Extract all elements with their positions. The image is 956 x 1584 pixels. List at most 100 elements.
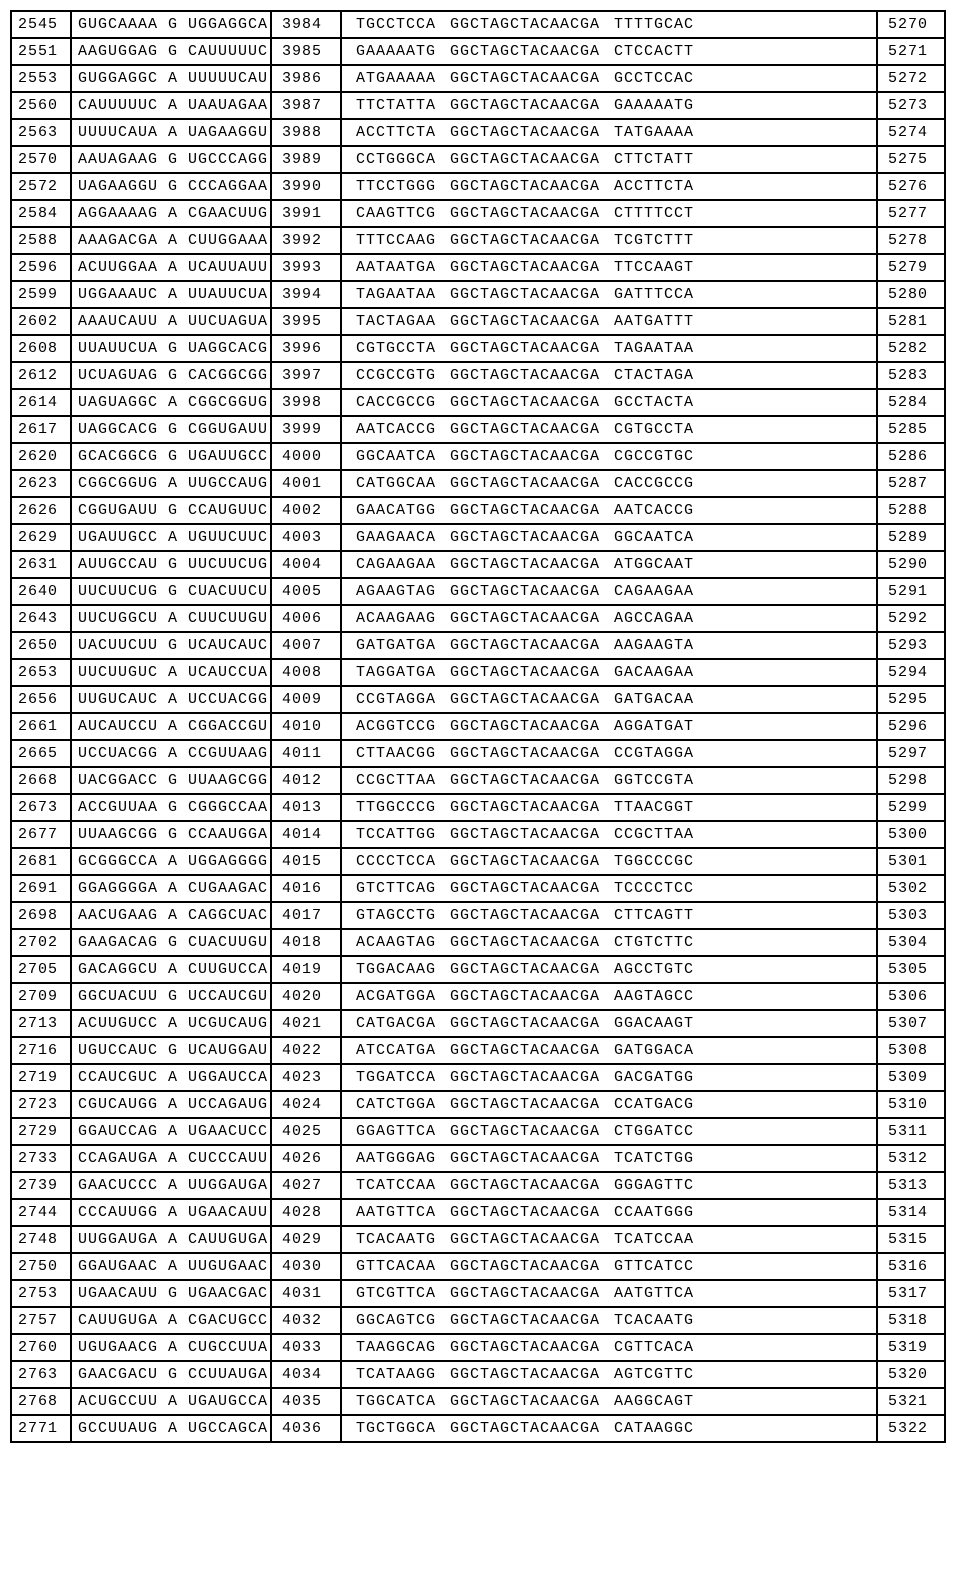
id-right: 5319 (877, 1334, 945, 1361)
sequence-right: TTGGCCCG GGCTAGCTACAACGA TTAACGGT (341, 794, 877, 821)
sequence-left: UACUUCUU G UCAUCAUC (71, 632, 271, 659)
table-row: 2733CCAGAUGA A CUCCCAUU4026AATGGGAG GGCT… (11, 1145, 945, 1172)
table-row: 2768ACUGCCUU A UGAUGCCA4035TGGCATCA GGCT… (11, 1388, 945, 1415)
sequence-right: TACTAGAA GGCTAGCTACAACGA AATGATTT (341, 308, 877, 335)
id-right: 5270 (877, 11, 945, 38)
table-row: 2702GAAGACAG G CUACUUGU4018ACAAGTAG GGCT… (11, 929, 945, 956)
id-mid: 3990 (271, 173, 341, 200)
sequence-left: GACAGGCU A CUUGUCCA (71, 956, 271, 983)
sequence-left: UAGAAGGU G CCCAGGAA (71, 173, 271, 200)
sequence-left: UGAUUGCC A UGUUCUUC (71, 524, 271, 551)
id-left: 2750 (11, 1253, 71, 1280)
id-mid: 4031 (271, 1280, 341, 1307)
sequence-right: CGTGCCTA GGCTAGCTACAACGA TAGAATAA (341, 335, 877, 362)
id-left: 2617 (11, 416, 71, 443)
id-mid: 4027 (271, 1172, 341, 1199)
id-left: 2588 (11, 227, 71, 254)
sequence-left: UUGGAUGA A CAUUGUGA (71, 1226, 271, 1253)
id-mid: 4030 (271, 1253, 341, 1280)
id-left: 2723 (11, 1091, 71, 1118)
id-right: 5312 (877, 1145, 945, 1172)
id-mid: 4006 (271, 605, 341, 632)
id-mid: 4025 (271, 1118, 341, 1145)
sequence-right: ATCCATGA GGCTAGCTACAACGA GATGGACA (341, 1037, 877, 1064)
sequence-right: CAAGTTCG GGCTAGCTACAACGA CTTTTCCT (341, 200, 877, 227)
id-right: 5287 (877, 470, 945, 497)
sequence-left: AAAGACGA A CUUGGAAA (71, 227, 271, 254)
id-left: 2698 (11, 902, 71, 929)
sequence-right: CCTGGGCA GGCTAGCTACAACGA CTTCTATT (341, 146, 877, 173)
id-right: 5277 (877, 200, 945, 227)
id-mid: 4012 (271, 767, 341, 794)
id-mid: 3987 (271, 92, 341, 119)
id-left: 2705 (11, 956, 71, 983)
id-mid: 3997 (271, 362, 341, 389)
sequence-left: AACUGAAG A CAGGCUAC (71, 902, 271, 929)
id-right: 5297 (877, 740, 945, 767)
id-right: 5276 (877, 173, 945, 200)
id-right: 5311 (877, 1118, 945, 1145)
id-right: 5309 (877, 1064, 945, 1091)
table-row: 2553GUGGAGGC A UUUUUCAU3986ATGAAAAA GGCT… (11, 65, 945, 92)
id-left: 2771 (11, 1415, 71, 1442)
id-right: 5273 (877, 92, 945, 119)
id-right: 5310 (877, 1091, 945, 1118)
id-mid: 4016 (271, 875, 341, 902)
id-mid: 4028 (271, 1199, 341, 1226)
id-right: 5284 (877, 389, 945, 416)
id-right: 5274 (877, 119, 945, 146)
table-row: 2640UUCUUCUG G CUACUUCU4005AGAAGTAG GGCT… (11, 578, 945, 605)
sequence-left: UACGGACC G UUAAGCGG (71, 767, 271, 794)
sequence-right: TTCCTGGG GGCTAGCTACAACGA ACCTTCTA (341, 173, 877, 200)
table-row: 2744CCCAUUGG A UGAACAUU4028AATGTTCA GGCT… (11, 1199, 945, 1226)
table-row: 2599UGGAAAUC A UUAUUCUA3994TAGAATAA GGCT… (11, 281, 945, 308)
table-row: 2760UGUGAACG A CUGCCUUA4033TAAGGCAG GGCT… (11, 1334, 945, 1361)
id-left: 2553 (11, 65, 71, 92)
table-row: 2608UUAUUCUA G UAGGCACG3996CGTGCCTA GGCT… (11, 335, 945, 362)
sequence-left: UGUCCAUC G UCAUGGAU (71, 1037, 271, 1064)
sequence-right: CACCGCCG GGCTAGCTACAACGA GCCTACTA (341, 389, 877, 416)
sequence-left: UGUGAACG A CUGCCUUA (71, 1334, 271, 1361)
id-mid: 3985 (271, 38, 341, 65)
id-right: 5316 (877, 1253, 945, 1280)
sequence-left: UGGAAAUC A UUAUUCUA (71, 281, 271, 308)
sequence-left: UUUUCAUA A UAGAAGGU (71, 119, 271, 146)
id-left: 2570 (11, 146, 71, 173)
sequence-left: CAUUGUGA A CGACUGCC (71, 1307, 271, 1334)
sequence-left: AGGAAAAG A CGAACUUG (71, 200, 271, 227)
id-right: 5283 (877, 362, 945, 389)
sequence-right: GGCAGTCG GGCTAGCTACAACGA TCACAATG (341, 1307, 877, 1334)
id-right: 5308 (877, 1037, 945, 1064)
sequence-left: CCAUCGUC A UGGAUCCA (71, 1064, 271, 1091)
id-right: 5295 (877, 686, 945, 713)
sequence-left: AAGUGGAG G CAUUUUUC (71, 38, 271, 65)
table-row: 2709GGCUACUU G UCCAUCGU4020ACGATGGA GGCT… (11, 983, 945, 1010)
sequence-right: ACAAGTAG GGCTAGCTACAACGA CTGTCTTC (341, 929, 877, 956)
sequence-left: GUGGAGGC A UUUUUCAU (71, 65, 271, 92)
id-right: 5291 (877, 578, 945, 605)
id-right: 5305 (877, 956, 945, 983)
table-row: 2661AUCAUCCU A CGGACCGU4010ACGGTCCG GGCT… (11, 713, 945, 740)
id-mid: 4032 (271, 1307, 341, 1334)
id-left: 2584 (11, 200, 71, 227)
id-right: 5293 (877, 632, 945, 659)
sequence-left: UUCUUCUG G CUACUUCU (71, 578, 271, 605)
id-left: 2545 (11, 11, 71, 38)
id-left: 2673 (11, 794, 71, 821)
id-right: 5290 (877, 551, 945, 578)
id-mid: 4022 (271, 1037, 341, 1064)
id-mid: 4020 (271, 983, 341, 1010)
sequence-left: UAGGCACG G CGGUGAUU (71, 416, 271, 443)
table-row: 2626CGGUGAUU G CCAUGUUC4002GAACATGG GGCT… (11, 497, 945, 524)
table-row: 2614UAGUAGGC A CGGCGGUG3998CACCGCCG GGCT… (11, 389, 945, 416)
id-right: 5320 (877, 1361, 945, 1388)
id-left: 2677 (11, 821, 71, 848)
sequence-left: CGGUGAUU G CCAUGUUC (71, 497, 271, 524)
sequence-right: TCACAATG GGCTAGCTACAACGA TCATCCAA (341, 1226, 877, 1253)
id-left: 2713 (11, 1010, 71, 1037)
id-mid: 4015 (271, 848, 341, 875)
sequence-right: GAAGAACA GGCTAGCTACAACGA GGCAATCA (341, 524, 877, 551)
sequence-left: CCCAUUGG A UGAACAUU (71, 1199, 271, 1226)
sequence-right: TTTCCAAG GGCTAGCTACAACGA TCGTCTTT (341, 227, 877, 254)
id-left: 2702 (11, 929, 71, 956)
